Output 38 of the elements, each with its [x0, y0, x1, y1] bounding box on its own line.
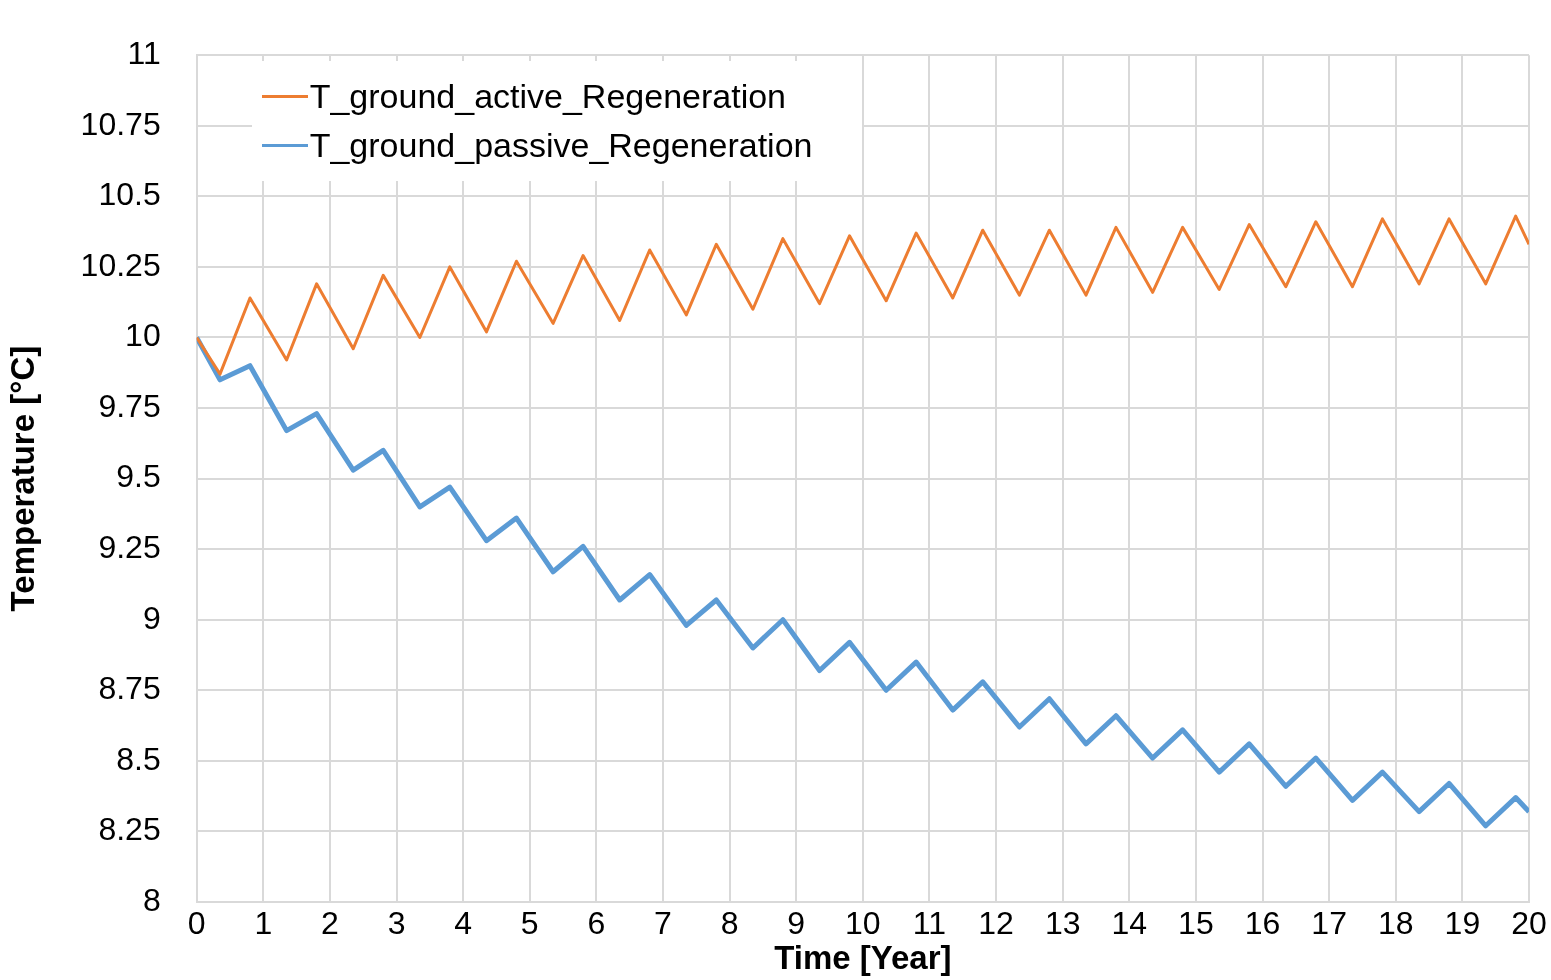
- x-tick-label: 19: [1444, 905, 1481, 942]
- y-tick-label: 10.25: [80, 246, 161, 283]
- y-tick-label: 8.75: [98, 670, 161, 707]
- x-tick-label: 20: [1511, 905, 1547, 942]
- x-tick-label: 4: [454, 905, 473, 942]
- x-tick-label: 16: [1244, 905, 1281, 942]
- x-tick-label: 0: [187, 905, 206, 942]
- x-tick-label: 10: [845, 905, 881, 942]
- y-tick-label: 8: [142, 881, 161, 918]
- y-tick-label: 9.5: [116, 458, 161, 495]
- x-tick-label: 15: [1178, 905, 1214, 942]
- x-tick-label: 17: [1311, 905, 1347, 942]
- x-tick-label: 18: [1377, 905, 1414, 942]
- y-tick-label: 9.75: [98, 387, 161, 424]
- x-tick-label: 11: [912, 905, 947, 942]
- x-tick-label: 6: [587, 905, 606, 942]
- x-tick-label: 12: [978, 905, 1014, 942]
- legend-label: T_ground_passive_Regeneration: [309, 126, 813, 166]
- x-tick-label: 1: [254, 905, 273, 942]
- x-tick-label: 2: [321, 905, 339, 942]
- y-tick-label: 8.25: [98, 811, 161, 848]
- x-tick-label: 5: [520, 905, 539, 942]
- y-tick-label: 8.5: [116, 740, 161, 777]
- y-tick-label: 11: [127, 35, 161, 72]
- x-axis-title: Time [Year]: [774, 939, 952, 977]
- x-tick-label: 9: [787, 905, 806, 942]
- y-tick-label: 10.75: [80, 105, 161, 142]
- y-axis-title: Temperature [°C]: [3, 345, 41, 612]
- x-tick-label: 7: [654, 905, 672, 942]
- x-tick-label: 8: [720, 905, 739, 942]
- y-tick-label: 9: [142, 599, 161, 636]
- x-tick-label: 3: [387, 905, 406, 942]
- legend-label: T_ground_active_Regeneration: [309, 77, 787, 117]
- x-tick-label: 13: [1044, 905, 1081, 942]
- x-tick-label: 14: [1111, 905, 1148, 942]
- y-tick-label: 10.5: [98, 176, 161, 213]
- y-tick-label: 9.25: [98, 528, 161, 565]
- y-tick-label: 10: [125, 317, 161, 354]
